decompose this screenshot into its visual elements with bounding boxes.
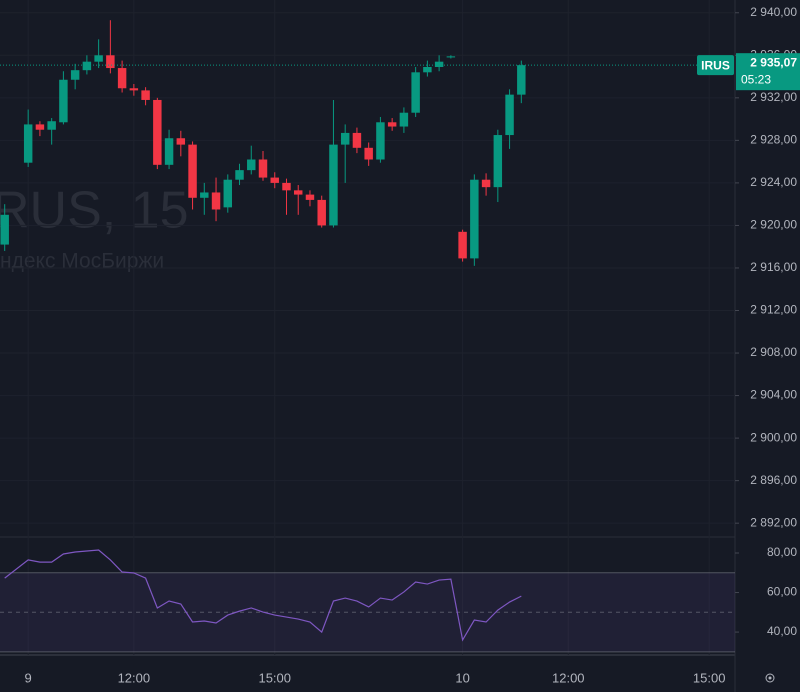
y-tick-label: 2 916,00 [750,260,797,274]
y-tick-label: 2 912,00 [750,303,797,317]
rsi-line [4,549,522,642]
x-tick-label: 12:00 [552,670,585,685]
x-tick-label: 15:00 [258,670,291,685]
candle-body [470,179,479,259]
icon-dot [768,676,772,680]
y-tick-label: 2 920,00 [750,218,797,232]
y-tick-label: 2 940,00 [750,5,797,19]
candle-body [47,121,56,130]
y-tick-label: 2 904,00 [750,388,797,402]
candle-body [141,90,150,100]
candle-body [258,159,268,178]
icon-ring [765,673,775,683]
candle-body [235,170,244,180]
y-tick-label: 2 892,00 [750,515,797,529]
symbol-tag: IRUS [701,58,730,72]
settings-icon[interactable] [765,673,775,683]
candle-body [70,70,80,80]
candle-body [329,144,338,226]
candle-body [423,66,432,73]
countdown: 05:23 [741,72,771,86]
candle-body [387,122,397,127]
y-tick-label: 2 908,00 [750,345,797,359]
candle-body [106,55,115,69]
x-tick-label: 12:00 [118,670,151,685]
y-tick-label: 2 932,00 [750,90,797,104]
y-tick-label: 40,00 [767,624,797,638]
candle-body [35,124,45,130]
candle-body [340,132,350,145]
grid [0,0,735,655]
candle-body [376,122,385,160]
y-tick-label: 2 896,00 [750,473,797,487]
x-tick-label: 15:00 [693,670,726,685]
candle-body [176,138,186,145]
candle-body [94,55,103,62]
candle-body [446,56,456,58]
candle-body [211,192,221,210]
candle-body [434,61,444,67]
candle-body [317,199,326,226]
candle-body [364,147,373,160]
candle-body [200,192,209,198]
candle-body [517,65,526,95]
y-tick-label: 2 924,00 [750,175,797,189]
candle-body [411,72,420,113]
last-price-box [736,53,800,91]
candle-body [188,144,197,198]
watermark-sub: ндекс МосБиржи [0,250,164,273]
candle-body [505,94,514,136]
candle-body [458,231,467,259]
y-tick-label: 80,00 [767,545,797,559]
candle-body [82,61,92,71]
x-tick-label: 9 [25,670,32,685]
candle-body [294,190,303,195]
candle-body [352,132,362,148]
last-price-label: 2 935,07 [750,55,797,69]
candle-body [129,88,139,91]
x-tick-label: 10 [455,670,469,685]
candle-body [23,124,33,163]
y-tick-label: 60,00 [767,585,797,599]
candle-body [117,68,127,89]
candle-body [493,135,503,188]
candle-body [0,214,9,245]
candle-body [270,177,279,183]
candle-body [223,179,233,208]
candle-body [164,138,174,165]
symbol-tag-box [697,55,734,76]
candle-body [153,99,162,165]
candle-body [481,179,491,188]
candle-body [282,182,291,191]
candle-body [399,112,409,127]
y-tick-label: 2 900,00 [750,430,797,444]
candle-body [59,79,68,123]
candle-body [305,194,315,200]
y-tick-label: 2 928,00 [750,133,797,147]
watermark: RUS, 15 [0,182,189,240]
candle-body [247,159,256,171]
